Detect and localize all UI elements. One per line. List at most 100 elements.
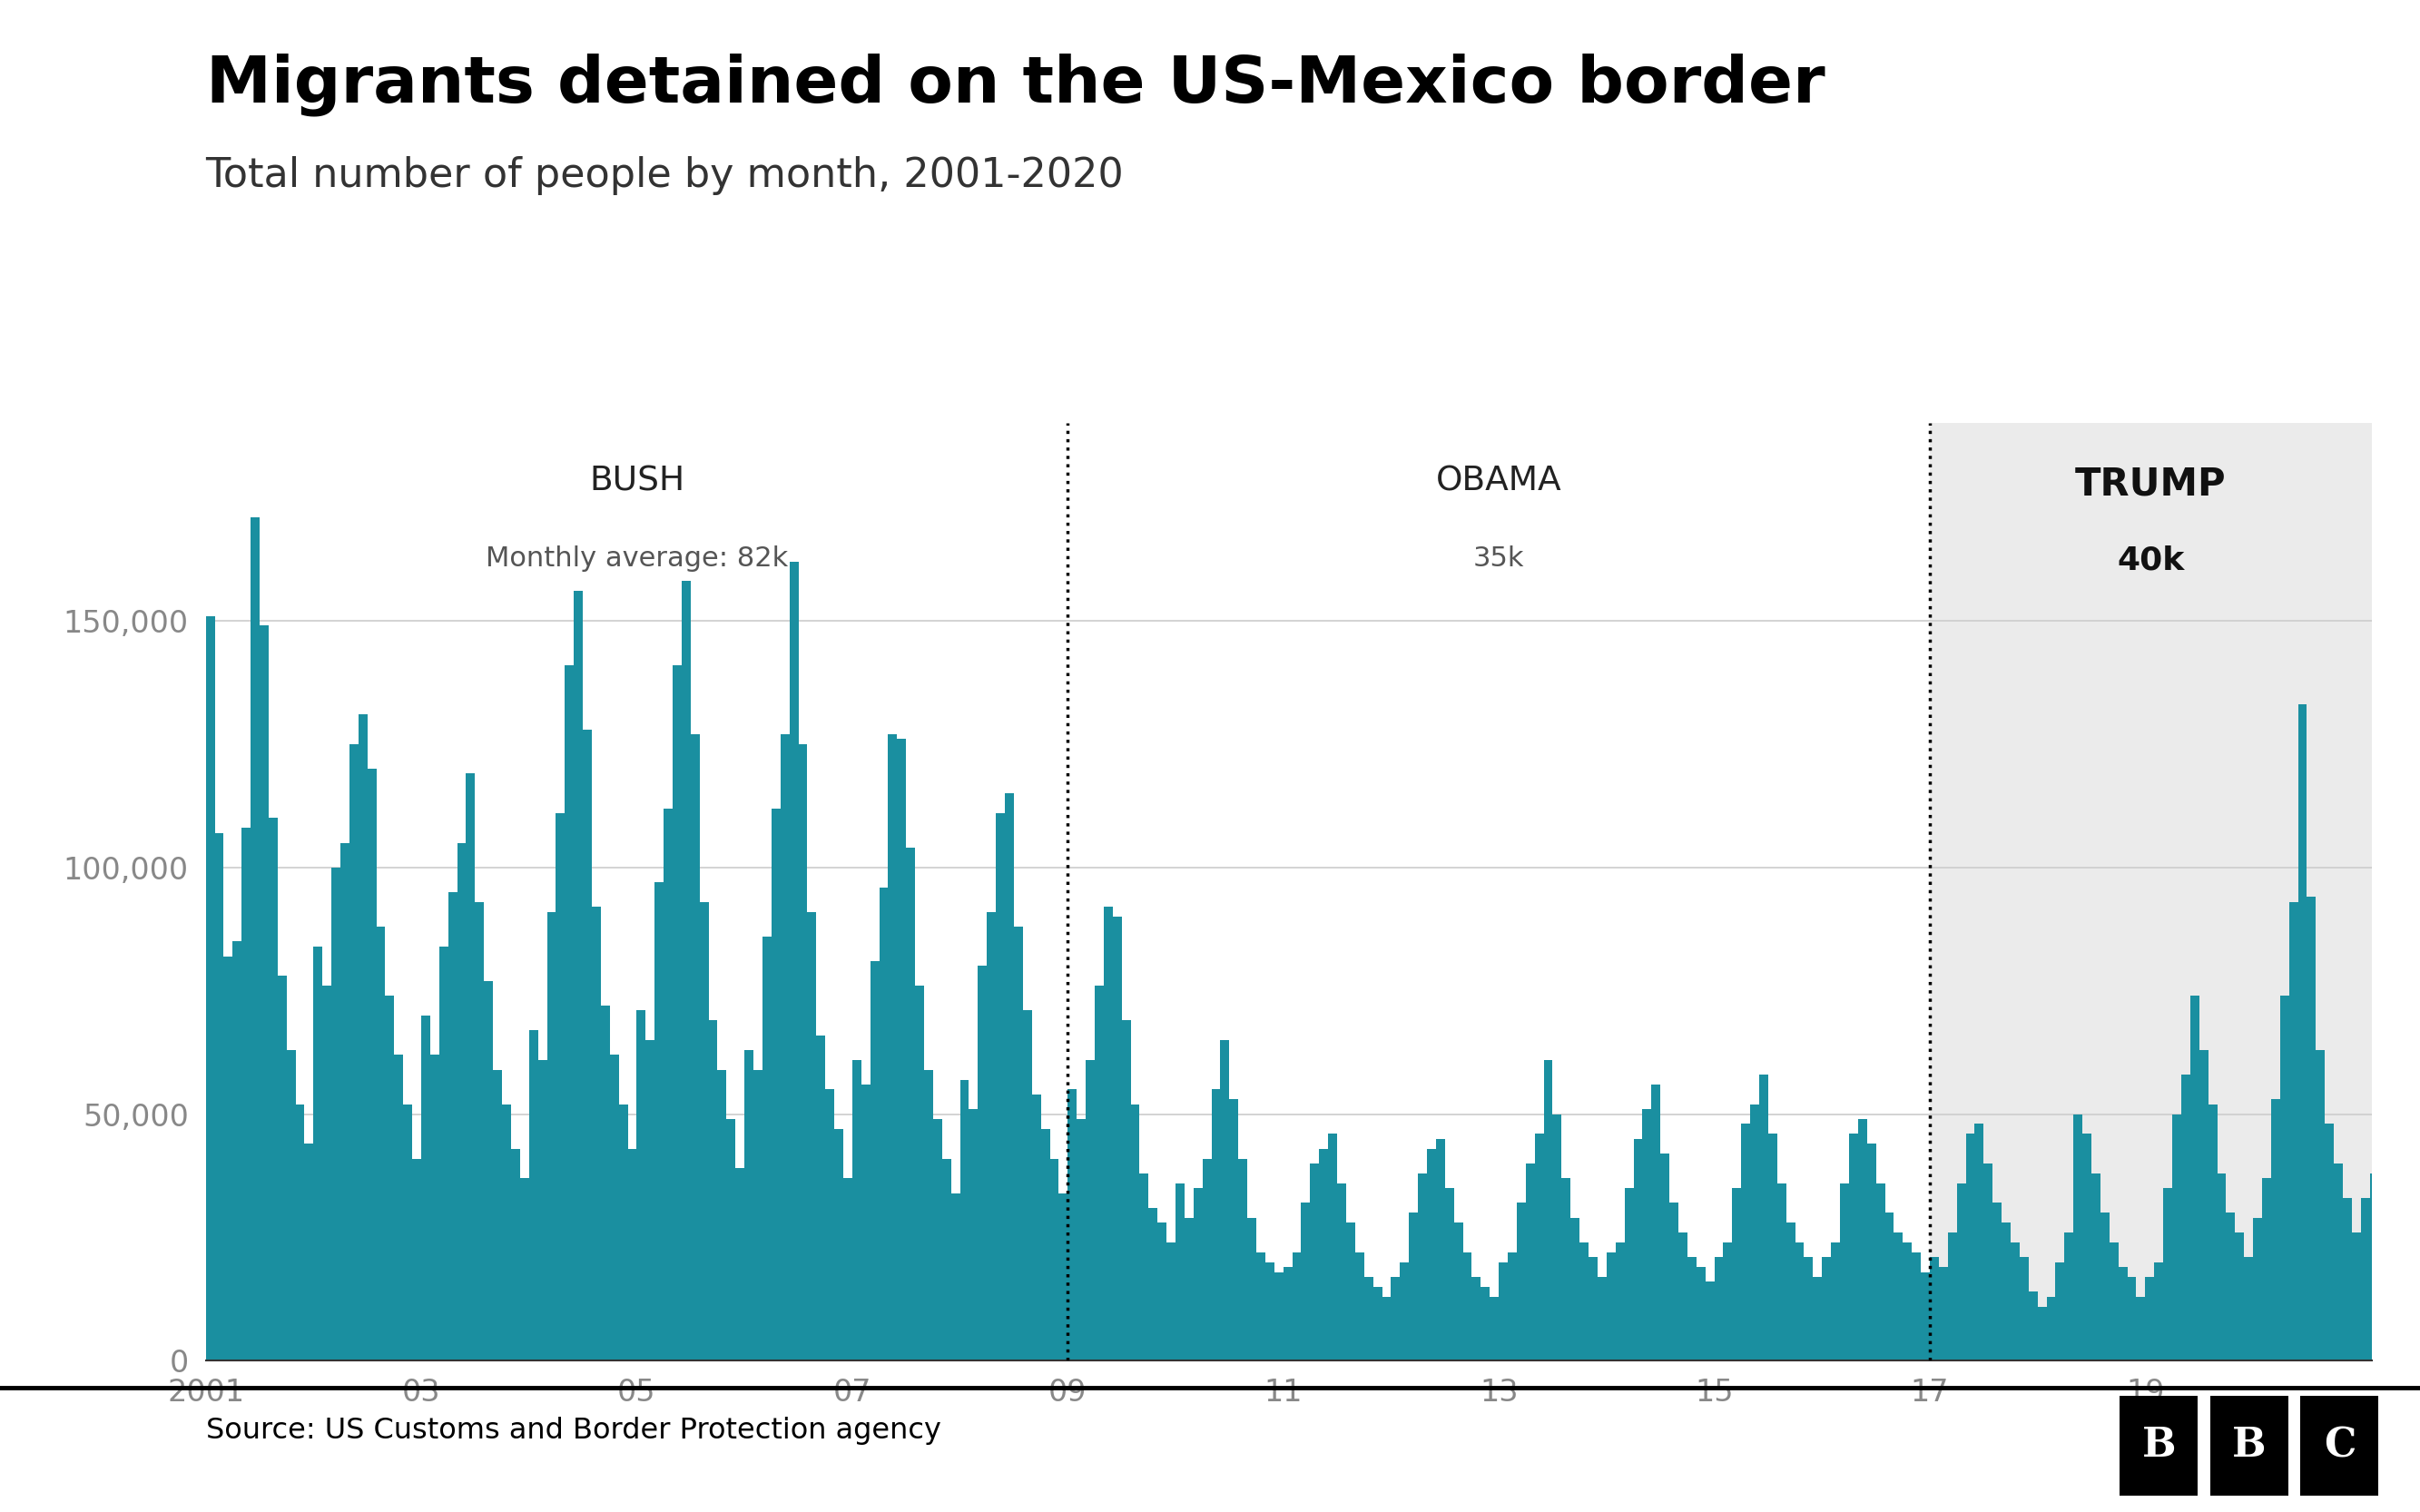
Bar	[816, 1036, 825, 1361]
Bar	[1902, 1243, 1912, 1361]
Bar	[457, 842, 467, 1361]
Bar	[2217, 1173, 2226, 1361]
Bar	[2144, 1278, 2154, 1361]
Bar	[1965, 1134, 1975, 1361]
Bar	[564, 665, 574, 1361]
Bar	[1094, 986, 1104, 1361]
Bar	[600, 1005, 610, 1361]
Bar	[1607, 1252, 1617, 1361]
Bar	[1624, 1188, 1634, 1361]
Bar	[1617, 1243, 1624, 1361]
Bar	[762, 936, 772, 1361]
Bar	[547, 912, 557, 1361]
Bar	[1948, 1232, 1958, 1361]
Bar	[259, 626, 269, 1361]
Text: Migrants detained on the US-Mexico border: Migrants detained on the US-Mexico borde…	[206, 53, 1825, 116]
Bar	[878, 888, 888, 1361]
Bar	[305, 1143, 315, 1361]
Bar	[2200, 1049, 2207, 1361]
Bar	[2110, 1243, 2118, 1361]
Bar	[501, 1104, 511, 1361]
Bar	[1769, 1134, 1776, 1361]
Bar	[719, 1069, 726, 1361]
Bar	[1256, 1252, 1266, 1361]
Bar	[1445, 1188, 1454, 1361]
Bar	[1408, 1213, 1418, 1361]
Bar	[2270, 1099, 2280, 1361]
Bar	[2028, 1291, 2038, 1361]
Bar	[1275, 1272, 1283, 1361]
Bar	[252, 517, 259, 1361]
Bar	[1975, 1123, 1984, 1361]
Bar	[332, 868, 341, 1361]
Bar	[915, 986, 924, 1361]
Bar	[1392, 1278, 1401, 1361]
Text: C: C	[2323, 1426, 2355, 1465]
Bar	[1660, 1154, 1670, 1361]
Bar	[1498, 1263, 1508, 1361]
Bar	[1696, 1267, 1706, 1361]
Bar	[772, 809, 779, 1361]
Bar	[2207, 1104, 2217, 1361]
Bar	[726, 1119, 736, 1361]
Bar	[404, 1104, 411, 1361]
Bar	[2154, 1263, 2163, 1361]
Bar	[1150, 1208, 1157, 1361]
Bar	[378, 927, 385, 1361]
Bar	[1813, 1278, 1822, 1361]
Bar	[1885, 1213, 1895, 1361]
Bar	[394, 1055, 404, 1361]
Bar	[636, 1010, 646, 1361]
Bar	[438, 947, 448, 1361]
Bar	[322, 986, 332, 1361]
Bar	[2120, 1396, 2197, 1495]
Bar	[1588, 1256, 1597, 1361]
Bar	[511, 1149, 520, 1361]
Bar	[1534, 1134, 1544, 1361]
Bar	[2362, 1198, 2369, 1361]
Bar	[2047, 1297, 2055, 1361]
Bar	[537, 1060, 547, 1361]
Bar	[1912, 1252, 1921, 1361]
Bar	[1130, 1104, 1140, 1361]
Bar	[2074, 1114, 2084, 1361]
Bar	[484, 981, 494, 1361]
Bar	[1435, 1139, 1445, 1361]
Bar	[1077, 1119, 1087, 1361]
Bar	[835, 1129, 842, 1361]
Text: TRUMP: TRUMP	[2074, 466, 2226, 503]
Bar	[627, 1149, 636, 1361]
Bar	[1796, 1243, 1803, 1361]
Bar	[448, 892, 457, 1361]
Bar	[278, 975, 286, 1361]
Bar	[1462, 1252, 1471, 1361]
Bar	[1839, 1184, 1849, 1361]
Bar	[905, 848, 915, 1361]
Bar	[1517, 1204, 1525, 1361]
Bar	[656, 881, 663, 1361]
Bar	[2333, 1163, 2343, 1361]
Bar	[1004, 794, 1014, 1361]
Bar	[2405, 903, 2415, 1361]
Bar	[779, 735, 789, 1361]
Bar	[1643, 1110, 1650, 1361]
Bar	[385, 996, 394, 1361]
Bar	[709, 1021, 719, 1361]
Bar	[1742, 1123, 1750, 1361]
Bar	[1319, 1149, 1329, 1361]
Bar	[2326, 1123, 2333, 1361]
Text: 35k: 35k	[1474, 546, 1525, 572]
Bar	[1302, 1204, 1309, 1361]
Bar	[2038, 1306, 2047, 1361]
Bar	[1895, 1232, 1902, 1361]
Bar	[2369, 1173, 2379, 1361]
Bar	[968, 1110, 978, 1361]
Bar	[1212, 1090, 1220, 1361]
Bar	[888, 735, 898, 1361]
Bar	[1786, 1223, 1796, 1361]
Bar	[2180, 1075, 2190, 1361]
Bar	[825, 1090, 835, 1361]
Bar	[610, 1055, 620, 1361]
Bar	[467, 774, 474, 1361]
Bar	[682, 581, 690, 1361]
